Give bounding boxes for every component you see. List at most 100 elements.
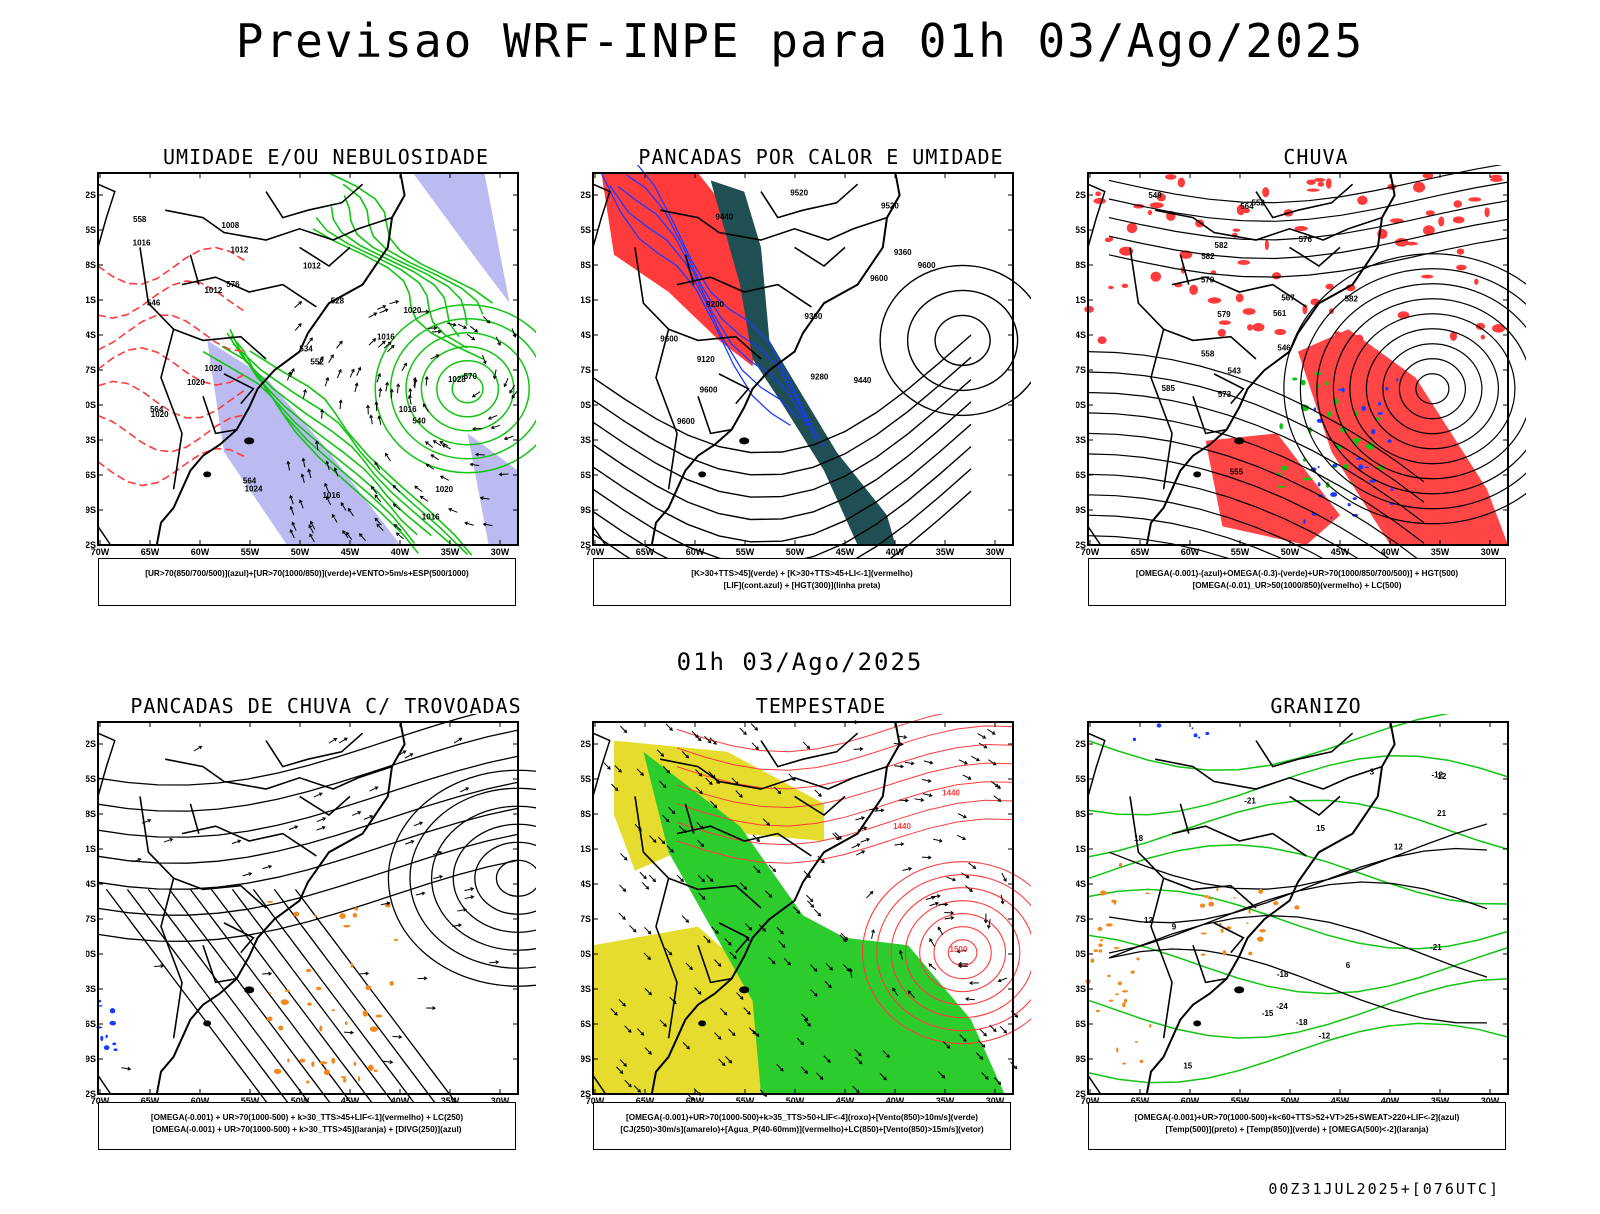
lat-tick-label: 39S (86, 505, 96, 515)
omega-blue (1365, 467, 1369, 469)
omega-orange (1098, 943, 1103, 947)
lon-tick-label: 40W (1381, 547, 1400, 557)
thunderstorm-orange (370, 1026, 378, 1032)
omega-orange (1119, 863, 1122, 868)
lake (204, 472, 210, 476)
thunderstorm-orange (269, 992, 272, 994)
lat-tick-label: 21S (581, 295, 591, 305)
contour-label: 558 (133, 215, 147, 224)
lat-tick-label: 15S (86, 225, 96, 235)
legend-box: [OMEGA(-0.001)-(azul)+OMEGA(-0.3)-(verde… (1088, 558, 1506, 606)
lake (699, 472, 705, 476)
thunderstorm-orange (363, 1010, 368, 1016)
thunderstorm-orange (324, 1069, 330, 1075)
omega-orange (1149, 1024, 1151, 1028)
omega-blue (1330, 517, 1332, 519)
omega-blue (1371, 429, 1376, 434)
omega-orange (1107, 975, 1111, 977)
omega-green (1376, 417, 1381, 420)
thunderstorm-orange (358, 1076, 360, 1081)
contour-label: 540 (412, 417, 426, 426)
thunderstorm-orange (376, 1015, 383, 1018)
rain-area (1109, 237, 1113, 241)
omega-orange (1258, 889, 1263, 894)
rain-area (1218, 329, 1226, 337)
rain-area (1097, 336, 1106, 344)
omega-blue (1361, 406, 1366, 411)
rain-area (1122, 284, 1129, 288)
omega-orange (1122, 1002, 1126, 1007)
omega-orange (1207, 898, 1213, 900)
contour-label: 1020 (205, 364, 223, 373)
rain-area (1084, 306, 1094, 313)
contour-label: -21 (1244, 797, 1256, 806)
lat-tick-label: 27S (581, 914, 591, 924)
lon-tick-label: 70W (91, 547, 110, 557)
lat-tick-label: 27S (1076, 914, 1086, 924)
lat-tick-label: 33S (581, 984, 591, 994)
omega-green (1325, 381, 1329, 385)
contour-label: 555 (1230, 467, 1244, 476)
lat-tick-label: 30S (581, 400, 591, 410)
lon-tick-label: 65W (636, 547, 655, 557)
thunderstorm-orange (345, 1021, 348, 1025)
thunderstorm-orange (319, 1061, 327, 1064)
lat-tick-label: 24S (581, 879, 591, 889)
omega-blue (1317, 466, 1319, 468)
contour-label: 582 (1201, 252, 1215, 261)
omega-orange (1109, 1000, 1114, 1002)
legend-line: [K>30+TTS>45](verde) + [K>30+TTS>45+LI<-… (594, 568, 1010, 580)
omega-orange (1248, 952, 1252, 956)
contour-label: 9 (1172, 922, 1177, 931)
thunderstorm-orange (306, 1080, 310, 1083)
thunderstorm-orange (293, 912, 299, 917)
contour-label: 9600 (918, 261, 936, 270)
lon-tick-label: 50W (1281, 547, 1300, 557)
contour-label: 1440 (893, 822, 911, 831)
omega-orange (1204, 895, 1210, 898)
lat-tick-label: 36S (581, 470, 591, 480)
thunderstorm-orange (274, 1069, 282, 1074)
thunderstorm-orange (365, 985, 371, 990)
thunderstorm-orange (339, 913, 345, 919)
rain-area (1274, 329, 1286, 335)
omega-blue (1330, 492, 1337, 497)
omega-orange (1111, 900, 1117, 903)
legend-line: [CJ(250)>30m/s](amarelo)+[Agua_P(40-60mm… (594, 1124, 1010, 1136)
omega-orange (1131, 970, 1135, 973)
rain-area (1165, 174, 1176, 180)
lake (1194, 472, 1200, 476)
rain-area (1314, 178, 1325, 182)
thunderstorm-orange (351, 963, 354, 968)
contour-label: 1008 (221, 221, 239, 230)
contour-label: 1020 (435, 485, 453, 494)
lat-tick-label: 24S (1076, 330, 1086, 340)
contour-label: -12 (1319, 1032, 1331, 1041)
rain-area (1236, 294, 1244, 303)
thunderstorm-orange (306, 969, 311, 973)
lat-tick-label: 15S (86, 774, 96, 784)
forecast-map: -12-12-12-15-18-18-21-21-241215182136912… (1076, 714, 1526, 1114)
omega-green (1292, 377, 1297, 380)
map-frame (98, 722, 518, 1094)
contour-label: -18 (1277, 970, 1289, 979)
lat-tick-label: 24S (86, 330, 96, 340)
lon-tick-label: 35W (936, 547, 955, 557)
thunderstorm-orange (332, 1009, 336, 1011)
omega-blue (1377, 412, 1383, 415)
lat-tick-label: 33S (581, 435, 591, 445)
rain-area (1318, 182, 1325, 187)
thunderstorm-orange (341, 1076, 347, 1078)
omega-orange (1294, 905, 1299, 909)
hail-blue (1133, 738, 1136, 742)
contour-label: 9440 (715, 213, 733, 222)
rain-area (1237, 260, 1250, 265)
contour-label: 9600 (677, 417, 695, 426)
lat-tick-label: 27S (581, 365, 591, 375)
lon-tick-label: 60W (1181, 547, 1200, 557)
omega-orange (1140, 1060, 1144, 1063)
contour-label: 9600 (660, 335, 678, 344)
thunderstorm-orange (307, 1002, 312, 1006)
contour-label: -21 (1430, 943, 1442, 952)
